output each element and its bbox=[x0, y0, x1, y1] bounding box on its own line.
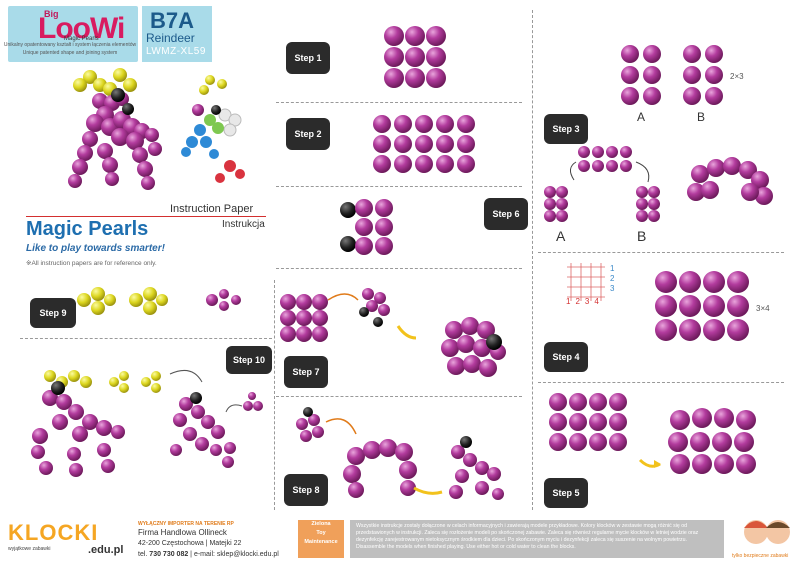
step-3-badge: Step 3 bbox=[544, 114, 588, 144]
reindeer-illustration bbox=[68, 68, 162, 190]
brand-desc-pl: Unikalny opatentowany kształt i system ł… bbox=[3, 42, 137, 48]
title-rule bbox=[26, 216, 266, 217]
brand-small: Big bbox=[44, 9, 59, 19]
grid-col-3: 3 bbox=[584, 297, 595, 306]
grid-col-2: 2 bbox=[575, 297, 585, 306]
reindeer-exploded-illustration bbox=[181, 75, 245, 183]
step-5-illustration-flat bbox=[549, 393, 627, 451]
badge-line-1: Zielona bbox=[311, 521, 331, 527]
email: | e-mail: sklep@klocki.edu.pl bbox=[188, 551, 279, 558]
brand-banner bbox=[8, 6, 138, 62]
assembly-a-label: A bbox=[556, 228, 566, 244]
badge-line-2: Toy bbox=[316, 530, 326, 536]
brand-desc-en: Unique patented shape and joining system bbox=[22, 50, 118, 56]
domain: .edu.pl bbox=[88, 544, 124, 556]
step-1-badge: Step 1 bbox=[286, 42, 330, 74]
step-7-badge: Step 7 bbox=[284, 356, 328, 388]
company-address: 42-200 Częstochowa | Matejki 22 bbox=[138, 540, 242, 547]
step-3-part-b bbox=[683, 45, 723, 105]
kids-safety-icon bbox=[744, 520, 790, 544]
phone: 730 730 082 bbox=[149, 551, 189, 558]
instruction-title-en: Instruction Paper bbox=[170, 203, 254, 215]
divider bbox=[538, 382, 784, 383]
step-7-illustration bbox=[280, 288, 506, 377]
step-5-badge: Step 5 bbox=[544, 478, 588, 508]
reference-note: ※All instruction papers are for referenc… bbox=[26, 260, 157, 267]
tagline: Like to play towards smarter! bbox=[26, 243, 165, 254]
step-3-part-a bbox=[621, 45, 661, 105]
divider bbox=[532, 10, 533, 510]
step-2-illustration bbox=[373, 115, 475, 173]
divider bbox=[274, 280, 275, 510]
step-6-badge: Step 6 bbox=[484, 198, 528, 230]
part-a-label: A bbox=[637, 110, 646, 124]
divider bbox=[276, 396, 522, 397]
company-name: Firma Handlowa Ollineck bbox=[138, 528, 227, 537]
step-4-illustration bbox=[655, 271, 749, 341]
company-contact: tel. 730 730 082 | e-mail: sklep@klocki.… bbox=[138, 551, 279, 558]
step-10-illustration bbox=[31, 369, 263, 477]
divider bbox=[276, 102, 522, 103]
product-title: Magic Pearls bbox=[26, 218, 149, 240]
grid-row-1: 1 bbox=[610, 264, 615, 273]
step-4-badge: Step 4 bbox=[544, 342, 588, 372]
care-note: Wszystkie instrukcje zostały dołączone w… bbox=[350, 520, 724, 558]
safety-label: tylko bezpieczne zabawki bbox=[732, 553, 789, 559]
importer-label: WYŁĄCZNY IMPORTER NA TERENIE RP bbox=[138, 521, 234, 527]
step-8-illustration bbox=[296, 407, 504, 500]
maintenance-badge: Zielona Toy Maintenance bbox=[298, 520, 344, 558]
klocki-tagline: wyjątkowe zabawki bbox=[8, 546, 51, 552]
grid-col-4: 4 bbox=[594, 297, 604, 306]
brand-logo: LooWi bbox=[38, 12, 125, 45]
divider bbox=[20, 338, 272, 339]
model-name: Reindeer bbox=[146, 31, 195, 45]
badge-line-3: Maintenance bbox=[304, 539, 338, 545]
instruction-title-pl: Instrukcja bbox=[222, 219, 265, 230]
step-8-badge: Step 8 bbox=[284, 474, 328, 506]
grid-col-1: 1 bbox=[566, 297, 576, 306]
dimension-2x3: 2×3 bbox=[730, 72, 744, 81]
step-9-badge: Step 9 bbox=[30, 298, 76, 328]
step-1-illustration bbox=[384, 26, 446, 88]
step-10-badge: Step 10 bbox=[226, 346, 272, 374]
dimension-3x4: 3×4 bbox=[756, 304, 770, 313]
grid-row-2: 2 bbox=[610, 274, 615, 283]
step-5-illustration-folded bbox=[668, 408, 756, 474]
grid-row-3: 3 bbox=[610, 284, 615, 293]
step-6-illustration bbox=[340, 199, 393, 255]
product-code-box bbox=[142, 6, 212, 62]
step-2-badge: Step 2 bbox=[286, 118, 330, 150]
tel-prefix: tel. bbox=[138, 551, 150, 558]
part-b-label: B bbox=[697, 110, 706, 124]
step-3-assembly bbox=[544, 146, 773, 222]
step-9-illustration bbox=[77, 287, 241, 315]
divider bbox=[538, 252, 784, 253]
product-code: B7A bbox=[150, 8, 195, 33]
sku: LWMZ-XL59 bbox=[146, 46, 206, 57]
divider bbox=[276, 268, 522, 269]
klocki-logo: KLOCKI bbox=[8, 520, 99, 545]
brand-tag: Magic Pearls bbox=[64, 36, 99, 42]
grid-column-numbers: 1234 bbox=[566, 297, 604, 306]
arrow-icon bbox=[638, 458, 661, 468]
assembly-b-label: B bbox=[637, 228, 647, 244]
step-4-grid-diagram bbox=[565, 263, 609, 303]
divider bbox=[276, 186, 522, 187]
